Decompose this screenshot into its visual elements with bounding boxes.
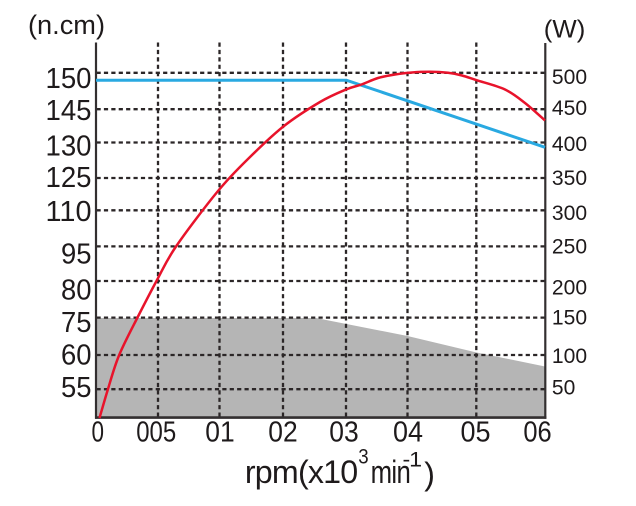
svg-text:300: 300: [552, 202, 587, 225]
svg-text:150: 150: [46, 63, 92, 95]
svg-text:): ): [424, 456, 435, 492]
svg-text:50: 50: [552, 377, 575, 400]
svg-text:350: 350: [552, 167, 587, 190]
svg-text:01: 01: [205, 417, 234, 449]
svg-text:55: 55: [61, 372, 92, 404]
svg-text:0: 0: [92, 417, 105, 449]
svg-text:500: 500: [552, 66, 587, 89]
svg-text:60: 60: [61, 340, 92, 372]
svg-text:150: 150: [552, 307, 587, 330]
svg-text:(n.cm): (n.cm): [28, 10, 105, 40]
svg-text:450: 450: [552, 97, 587, 120]
svg-text:95: 95: [61, 238, 92, 270]
svg-text:75: 75: [61, 307, 92, 339]
svg-text:-1: -1: [403, 448, 422, 471]
svg-text:400: 400: [552, 133, 587, 156]
svg-text:005: 005: [136, 417, 176, 449]
svg-text:min: min: [371, 454, 411, 490]
svg-text:145: 145: [46, 95, 92, 127]
svg-text:200: 200: [552, 277, 587, 300]
svg-text:110: 110: [46, 196, 92, 228]
svg-text:(W): (W): [544, 16, 586, 44]
svg-text:02: 02: [268, 417, 297, 449]
svg-text:03: 03: [329, 417, 358, 449]
svg-text:80: 80: [61, 274, 92, 306]
svg-text:05: 05: [461, 417, 491, 449]
svg-text:06: 06: [523, 417, 551, 449]
svg-text:125: 125: [46, 162, 92, 194]
svg-text:100: 100: [552, 345, 587, 368]
svg-text:130: 130: [46, 131, 92, 163]
svg-text:250: 250: [552, 236, 587, 259]
svg-text:04: 04: [393, 417, 423, 449]
svg-text:3: 3: [358, 446, 368, 469]
svg-text:rpm(x10: rpm(x10: [245, 454, 358, 490]
